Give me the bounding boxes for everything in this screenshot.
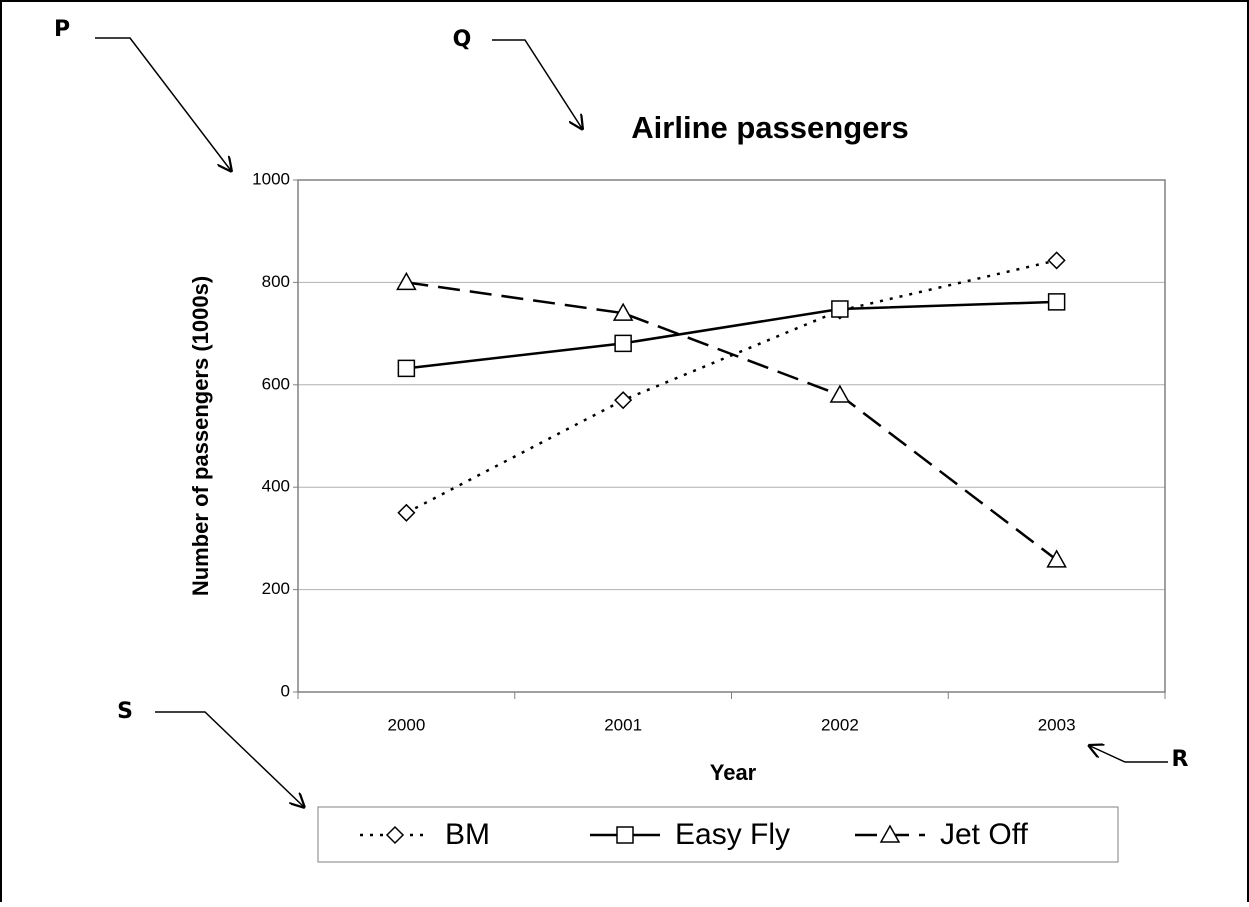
data-point: [396, 271, 417, 291]
annotation-p: P: [54, 17, 70, 42]
series-line: [406, 300, 1057, 370]
data-point: [1047, 293, 1066, 311]
data-point: [612, 302, 634, 321]
y-tick-label: 600: [262, 374, 290, 393]
series-line: [406, 281, 1058, 561]
legend-marker: [616, 826, 634, 844]
legend-box: [317, 806, 1119, 863]
arrow-r: [1088, 745, 1168, 763]
y-tick-label: 1000: [252, 169, 290, 188]
annotation-arrows: [95, 37, 1168, 808]
data-point: [397, 359, 416, 378]
series-line: [405, 259, 1057, 514]
data-point: [1047, 251, 1066, 270]
legend-label: BM: [445, 818, 490, 851]
x-tick-label: 2001: [604, 715, 642, 734]
arrow-s: [155, 711, 305, 808]
legend-label: Easy Fly: [675, 818, 790, 851]
legend-marker: [385, 825, 405, 845]
data-point: [397, 503, 416, 522]
data-point: [614, 334, 632, 353]
legend-label: Jet Off: [940, 818, 1028, 851]
x-tick-label: 2000: [387, 715, 425, 734]
y-tick-label: 800: [262, 272, 290, 291]
data-point: [614, 391, 633, 410]
annotation-q: Q: [453, 27, 472, 52]
data-point: [831, 300, 849, 318]
y-tick-label: 0: [281, 681, 290, 700]
y-tick-label: 200: [262, 579, 290, 598]
data-point: [1046, 549, 1067, 568]
chart-title: Airline passengers: [631, 110, 908, 145]
y-axis-label: Number of passengers (1000s): [188, 276, 213, 596]
data-point: [829, 384, 851, 403]
arrow-q: [492, 39, 583, 130]
annotation-r: R: [1172, 747, 1189, 772]
y-tick-label: 400: [262, 477, 290, 496]
x-tick-label: 2003: [1038, 715, 1076, 734]
legend-marker: [879, 824, 901, 843]
arrow-p: [95, 37, 232, 172]
x-axis-label: Year: [710, 760, 757, 785]
annotation-s: S: [117, 699, 133, 724]
plot-frame: [297, 179, 1166, 693]
x-tick-label: 2002: [821, 715, 859, 734]
